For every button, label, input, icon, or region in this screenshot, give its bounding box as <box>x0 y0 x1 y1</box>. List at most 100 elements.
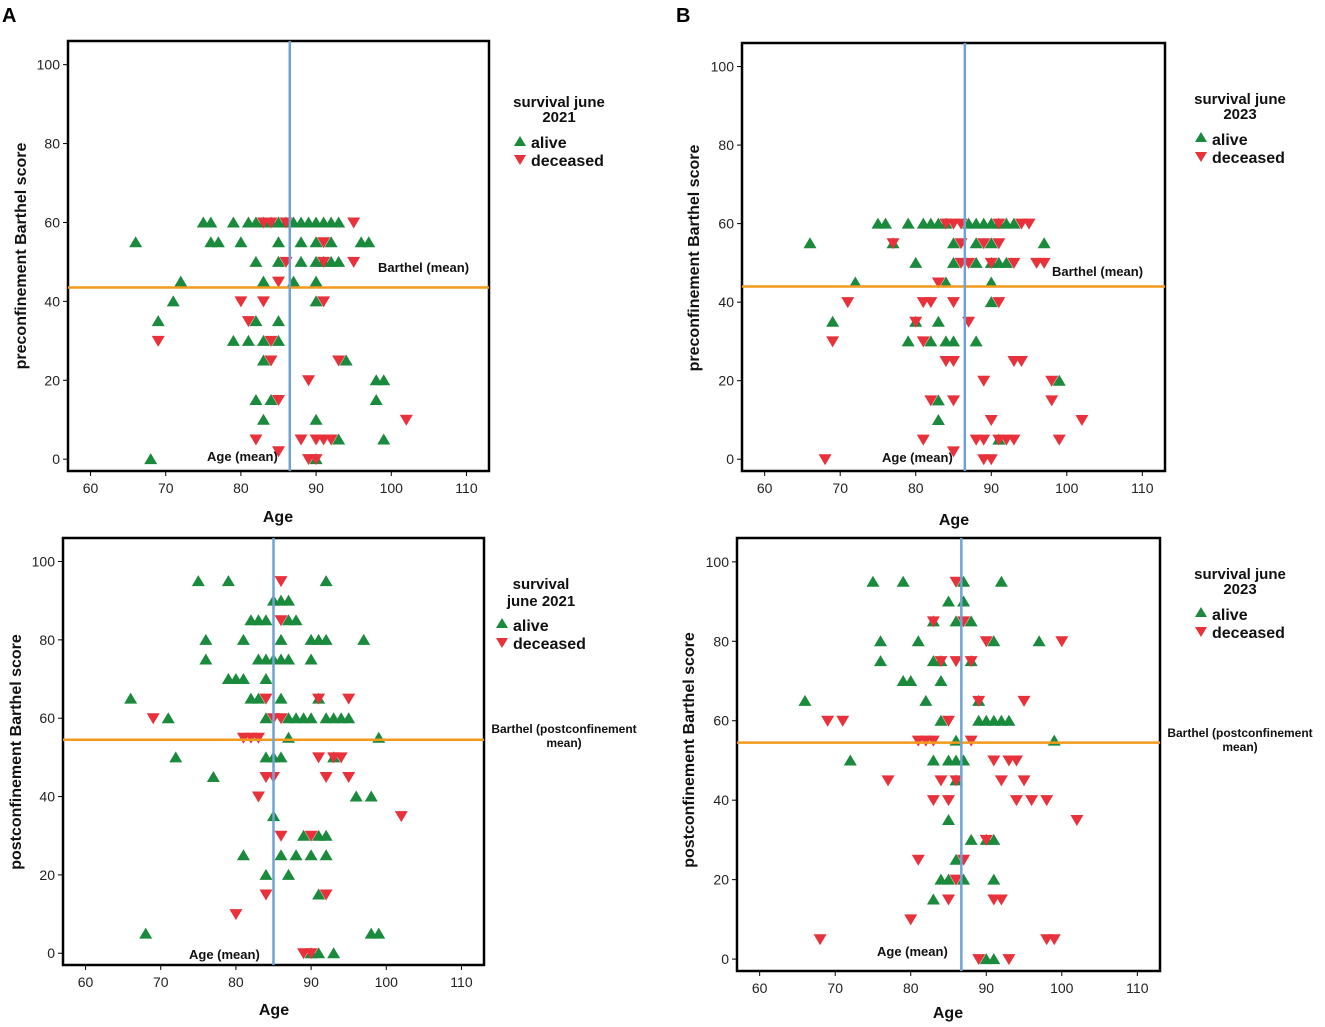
point-alive <box>987 635 1001 647</box>
point-alive <box>312 888 326 900</box>
point-alive <box>124 692 138 704</box>
point-deceased <box>992 297 1006 309</box>
point-alive <box>931 413 945 425</box>
point-alive <box>139 927 153 939</box>
point-alive <box>226 334 240 346</box>
point-alive <box>942 814 955 826</box>
point-deceased <box>909 316 923 328</box>
point-alive <box>206 770 220 782</box>
point-deceased <box>1052 434 1066 446</box>
point-deceased <box>1007 257 1021 269</box>
point-alive <box>312 947 326 959</box>
point-alive <box>309 413 323 425</box>
point-alive <box>964 833 978 845</box>
point-deceased <box>1070 815 1084 827</box>
point-alive <box>969 237 983 249</box>
point-alive <box>362 236 376 248</box>
point-alive <box>304 849 318 861</box>
point-deceased <box>151 335 165 347</box>
x-tick-label: 70 <box>158 480 174 496</box>
legend-deceased-icon <box>496 638 508 648</box>
barthel-mean-label-line-2: mean) <box>546 736 581 750</box>
point-deceased <box>821 715 835 727</box>
point-alive <box>901 217 915 229</box>
point-alive <box>339 354 353 366</box>
point-alive <box>942 595 955 607</box>
point-deceased <box>312 693 326 705</box>
point-alive <box>241 334 255 346</box>
point-deceased <box>324 434 338 446</box>
point-alive <box>924 335 938 347</box>
point-alive <box>949 615 963 627</box>
point-alive <box>272 236 285 248</box>
x-tick-label: 60 <box>757 480 773 496</box>
point-alive <box>327 947 341 959</box>
point-alive <box>939 276 953 288</box>
point-deceased <box>947 446 960 458</box>
point-alive <box>319 829 333 841</box>
point-deceased <box>274 713 288 725</box>
barthel-mean-label: Barthel (mean) <box>378 260 469 275</box>
point-alive <box>282 653 296 665</box>
point-deceased <box>1017 775 1031 787</box>
point-deceased <box>992 238 1006 250</box>
barthel-mean-label-line-2: mean) <box>1222 740 1257 754</box>
legend: survival june 2021 alive deceased <box>496 576 586 653</box>
point-alive <box>931 394 945 406</box>
point-deceased <box>319 889 333 901</box>
y-tick-label: 0 <box>52 451 60 467</box>
y-tick-label: 40 <box>713 792 729 808</box>
point-deceased <box>979 834 993 846</box>
point-alive <box>274 849 288 861</box>
legend: survival june 2023 alive deceased <box>1194 566 1286 642</box>
point-deceased <box>984 257 998 269</box>
x-tick-label: 60 <box>83 480 99 496</box>
point-alive <box>364 790 378 802</box>
point-alive <box>987 873 1001 885</box>
point-alive <box>204 216 218 228</box>
point-deceased <box>234 296 248 308</box>
y-tick-label: 40 <box>718 294 734 310</box>
x-tick-label: 90 <box>978 980 994 996</box>
point-deceased <box>259 693 273 705</box>
x-tick-label: 90 <box>983 480 999 496</box>
point-alive <box>377 374 391 386</box>
point-alive <box>349 790 363 802</box>
point-deceased <box>977 238 991 250</box>
point-deceased <box>317 237 331 249</box>
x-tick-label: 80 <box>228 974 244 990</box>
y-axis-label: postconfinement Barthel score <box>681 632 698 868</box>
point-deceased <box>934 656 948 668</box>
point-alive <box>919 694 933 706</box>
point-deceased <box>992 218 1006 230</box>
y-tick-label: 80 <box>718 137 734 153</box>
point-deceased <box>347 217 361 229</box>
point-deceased <box>964 656 978 668</box>
point-alive <box>332 216 346 228</box>
point-alive <box>931 315 945 327</box>
point-deceased <box>886 238 900 250</box>
point-alive <box>874 635 888 647</box>
legend-deceased-label: deceased <box>1212 150 1285 167</box>
y-tick-label: 80 <box>44 136 60 152</box>
point-alive <box>294 236 308 248</box>
point-alive <box>234 236 248 248</box>
point-deceased <box>1014 356 1028 368</box>
legend-title-line-2: 2023 <box>1223 106 1256 123</box>
point-deceased <box>394 811 408 823</box>
point-deceased <box>342 693 356 705</box>
point-alive <box>957 595 971 607</box>
y-tick-label: 100 <box>706 554 730 570</box>
point-alive <box>282 594 296 606</box>
point-alive <box>372 731 386 743</box>
point-alive <box>911 635 925 647</box>
point-alive <box>947 237 960 249</box>
point-alive <box>949 853 963 865</box>
point-deceased <box>272 446 285 458</box>
y-tick-label: 60 <box>713 713 729 729</box>
point-alive <box>174 275 188 287</box>
point-deceased <box>317 256 331 268</box>
point-alive <box>259 868 273 880</box>
point-deceased <box>813 934 827 946</box>
point-alive <box>332 255 346 267</box>
